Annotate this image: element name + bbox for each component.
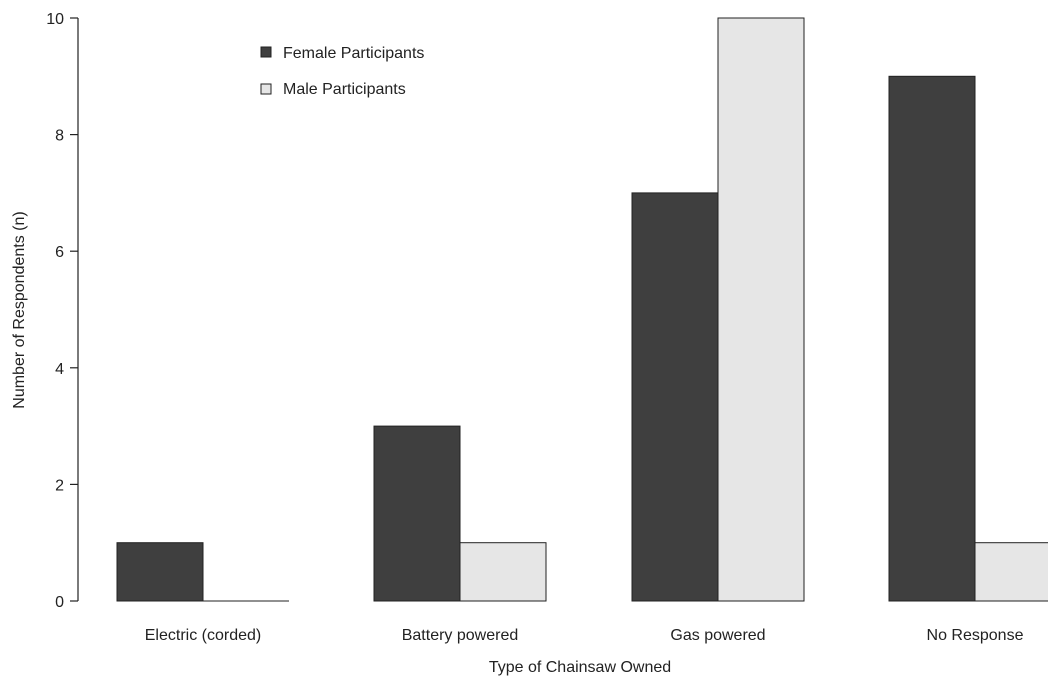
y-tick-label: 10 [46,11,64,28]
y-tick-label: 0 [55,594,64,611]
legend-swatch-female [260,46,272,58]
y-tick-label: 4 [55,361,64,378]
y-ticks: 0 2 4 6 8 10 [46,11,78,611]
legend-label-female: Female Participants [283,45,424,62]
y-axis: 0 2 4 6 8 10 Number of Respondents (n) [11,11,79,611]
category-labels: Electric (corded) Battery powered Gas powe… [145,627,1024,644]
legend: Female Participants Male Participants [260,45,424,98]
y-tick-label: 6 [55,244,64,261]
bar-female-0 [116,542,204,602]
y-axis-title: Number of Respondents (n) [11,211,28,408]
legend-label-male: Male Participants [283,81,406,98]
x-axis-title: Type of Chainsaw Owned [489,659,671,676]
bar-female-2 [631,192,719,602]
bar-male-2 [717,17,805,602]
legend-swatch-male [260,83,272,95]
bar-male-1 [459,542,547,602]
category-label: Gas powered [670,627,765,644]
bar-female-1 [373,425,461,602]
legend-item-male: Male Participants [260,81,406,98]
bar-female-3 [888,75,976,602]
y-tick-label: 8 [55,128,64,145]
legend-item-female: Female Participants [260,45,424,62]
bars [116,17,1048,602]
category-label: No Response [927,627,1024,644]
category-label: Electric (corded) [145,627,261,644]
category-label: Battery powered [402,627,519,644]
y-tick-label: 2 [55,477,64,494]
bar-male-3 [974,542,1048,602]
